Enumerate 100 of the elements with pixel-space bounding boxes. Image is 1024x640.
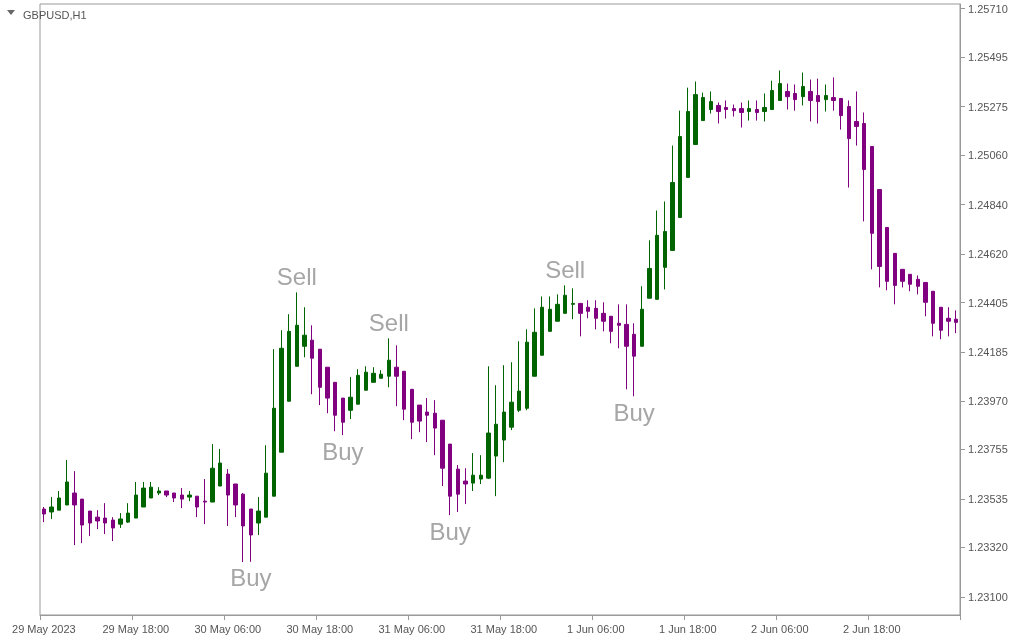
candlestick xyxy=(295,291,299,367)
candlestick xyxy=(571,287,575,320)
candlestick xyxy=(908,273,912,292)
candlestick xyxy=(701,92,705,122)
candlestick xyxy=(640,285,644,347)
candlestick xyxy=(187,490,192,502)
candlestick xyxy=(831,77,836,112)
candlestick xyxy=(149,481,153,499)
candlestick xyxy=(471,452,475,492)
candlestick xyxy=(341,397,345,436)
candlestick xyxy=(655,210,659,300)
candlestick xyxy=(256,496,261,536)
x-tick-label: 2 Jun 06:00 xyxy=(751,622,809,635)
candlestick xyxy=(65,459,69,506)
candlestick xyxy=(770,80,774,111)
candlestick xyxy=(126,502,130,524)
candlestick xyxy=(586,299,590,319)
y-tick-label: 1.25710 xyxy=(968,2,1008,15)
x-tick-label: 30 May 18:00 xyxy=(286,622,354,635)
x-tick-label: 31 May 06:00 xyxy=(378,622,446,635)
candlestick xyxy=(946,306,951,337)
candlestick xyxy=(624,303,629,390)
candlestick xyxy=(509,361,514,431)
candlestick xyxy=(95,509,100,530)
chart-title: GBPUSD,H1 xyxy=(23,8,87,21)
annotation: Sell xyxy=(545,255,586,283)
candlestick xyxy=(88,510,92,537)
candlestick xyxy=(325,366,330,414)
candlestick xyxy=(448,443,452,516)
candlestick xyxy=(916,274,920,295)
candlestick xyxy=(494,384,498,497)
candlestick xyxy=(686,87,690,178)
candlestick xyxy=(80,498,84,544)
candlestick xyxy=(847,100,851,189)
y-tick-label: 1.25495 xyxy=(968,50,1008,63)
x-tick-label: 1 Jun 06:00 xyxy=(567,622,625,635)
candlestick xyxy=(755,100,759,122)
candlestick xyxy=(594,299,598,330)
candlestick xyxy=(793,83,797,112)
candlestick xyxy=(877,189,882,288)
candlestick xyxy=(103,502,107,535)
y-tick-label: 1.23970 xyxy=(968,394,1008,407)
candlestick xyxy=(540,295,544,356)
candlestick xyxy=(310,324,314,395)
candlestick xyxy=(417,404,422,433)
candlestick xyxy=(233,483,238,518)
candlestick xyxy=(739,102,744,129)
annotation: Buy xyxy=(322,437,364,465)
annotation: Sell xyxy=(276,262,317,290)
candlestick xyxy=(939,306,943,340)
candlestick xyxy=(601,301,606,332)
candlestick xyxy=(885,226,889,291)
candlestick xyxy=(824,83,828,113)
candlestick xyxy=(164,490,169,498)
candlestick xyxy=(900,268,905,288)
candlestick xyxy=(785,83,790,111)
candlestick xyxy=(678,110,682,219)
candlestick xyxy=(72,470,77,546)
candlestick xyxy=(302,306,307,358)
candlestick xyxy=(111,516,115,542)
candlestick xyxy=(394,344,399,407)
candlestick xyxy=(532,307,537,377)
candlestick xyxy=(954,309,958,334)
annotation: Buy xyxy=(230,564,272,592)
candlestick xyxy=(134,481,138,519)
candlestick xyxy=(709,90,713,115)
candlestick xyxy=(356,368,360,405)
candlestick xyxy=(923,281,928,317)
candlestick xyxy=(226,468,230,527)
candlestick xyxy=(218,448,222,487)
candlestick xyxy=(371,366,376,383)
candlestick xyxy=(617,303,621,349)
candlestick xyxy=(287,313,291,402)
annotation: Buy xyxy=(613,398,655,426)
x-tick-label: 2 Jun 18:00 xyxy=(843,622,901,635)
candlestick xyxy=(203,478,207,525)
candlestick xyxy=(172,492,176,503)
candlestick xyxy=(433,399,437,456)
candlestick xyxy=(440,419,445,487)
candlestick xyxy=(387,337,391,388)
candlestick xyxy=(348,376,353,420)
y-tick-label: 1.23755 xyxy=(968,443,1008,456)
candlestick xyxy=(486,365,491,480)
y-tick-label: 1.24840 xyxy=(968,198,1008,211)
x-tick-label: 29 May 2023 xyxy=(12,622,76,635)
y-tick-label: 1.23320 xyxy=(968,541,1008,554)
candlestick xyxy=(870,145,874,270)
candlestick xyxy=(272,348,276,497)
candlestick xyxy=(425,397,429,443)
y-tick-label: 1.23100 xyxy=(968,590,1008,603)
candlestick xyxy=(49,496,54,520)
candlestick xyxy=(854,90,859,147)
candlestick xyxy=(57,490,61,511)
candlestick xyxy=(456,464,460,513)
candlestick xyxy=(195,495,199,518)
candlestick xyxy=(931,290,935,337)
candlestick xyxy=(479,454,483,485)
y-tick-label: 1.23535 xyxy=(968,492,1008,505)
candlestick xyxy=(609,315,613,344)
candlestick xyxy=(264,444,268,518)
